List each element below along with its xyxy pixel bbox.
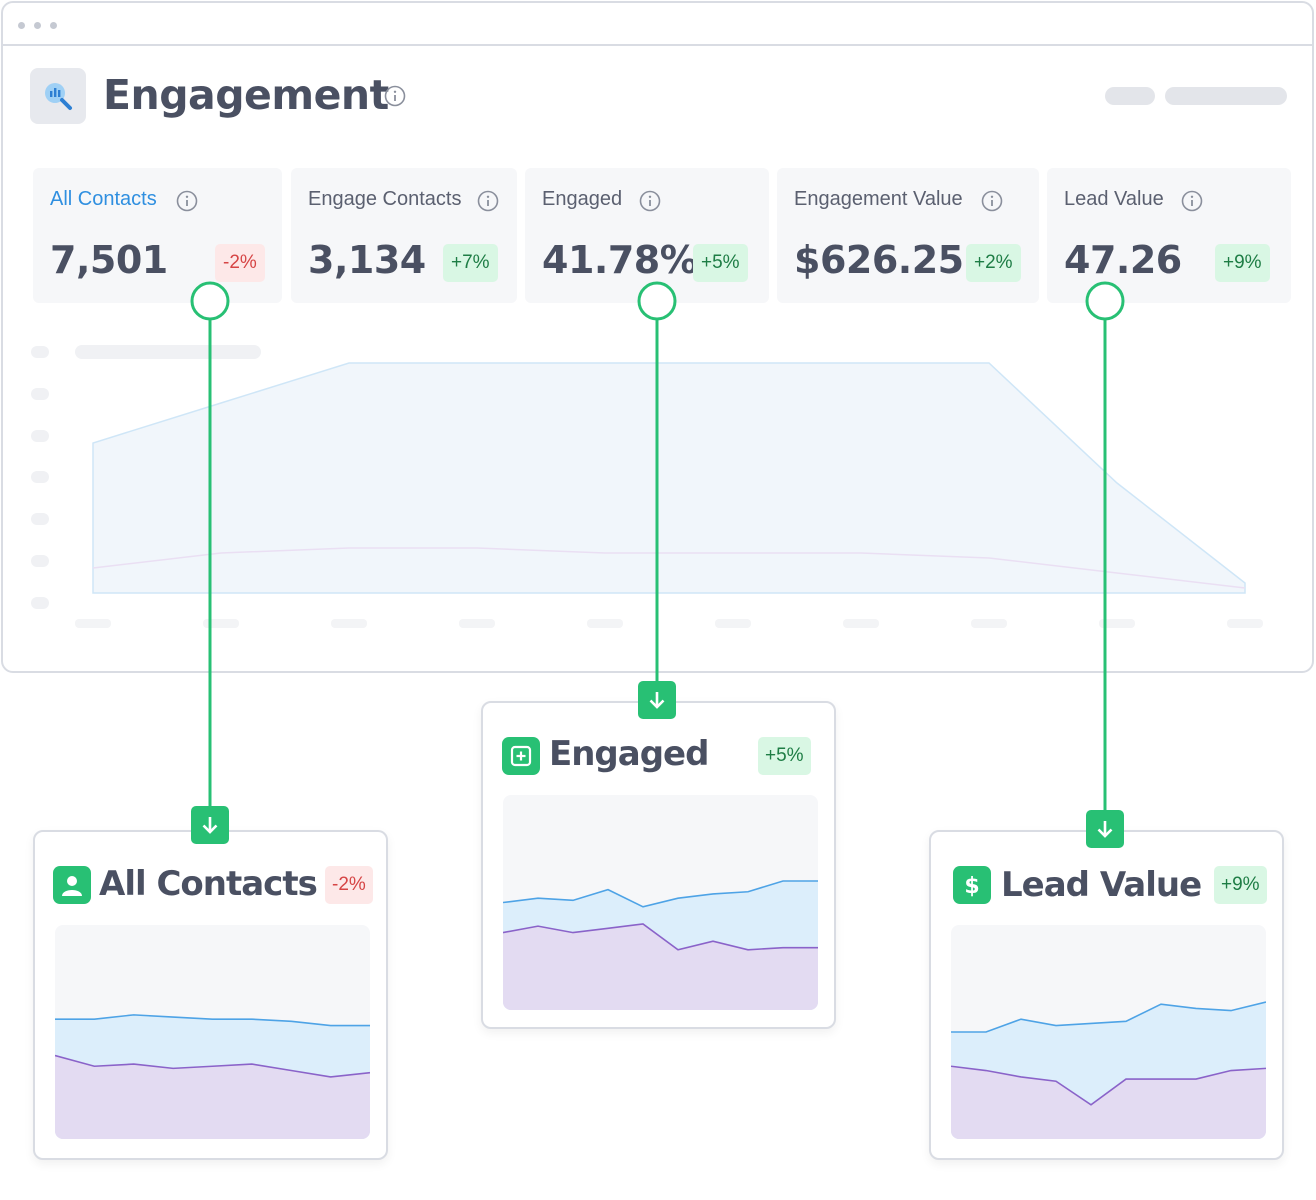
change-badge: -2% <box>215 244 265 282</box>
dollar-icon: $ <box>953 866 991 904</box>
series-line-blue <box>503 880 818 908</box>
window-dot-icon[interactable] <box>34 22 41 29</box>
change-badge: +9% <box>1214 866 1267 904</box>
axis-tick-placeholder <box>843 619 879 628</box>
axis-tick-placeholder <box>75 619 111 628</box>
change-badge: -2% <box>325 866 373 904</box>
series-line-blue <box>951 1001 1266 1033</box>
axis-tick-placeholder <box>459 619 495 628</box>
window-dot-icon[interactable] <box>18 22 25 29</box>
series-line-purple <box>55 1054 370 1078</box>
axis-tick-placeholder <box>31 471 49 483</box>
axis-tick-placeholder <box>31 555 49 567</box>
axis-tick-placeholder <box>31 346 49 358</box>
series-area-purple <box>951 1066 1266 1139</box>
info-icon[interactable] <box>477 190 499 217</box>
detail-title: Engaged <box>549 734 709 774</box>
detail-card-lead-value[interactable]: $ Lead Value +9% <box>929 830 1284 1160</box>
axis-tick-placeholder <box>31 513 49 525</box>
stat-value: $626.25 <box>794 238 964 282</box>
window-dot-icon[interactable] <box>50 22 57 29</box>
axis-tick-placeholder <box>31 388 49 400</box>
engagement-window: Engagement All Contacts 7,501 -2% Engage… <box>1 1 1314 673</box>
info-icon[interactable] <box>384 85 406 112</box>
mini-area-chart <box>55 925 370 1139</box>
change-badge: +7% <box>443 244 498 282</box>
analytics-search-icon <box>30 68 86 124</box>
stat-label: Engagement Value <box>794 188 963 210</box>
arrow-down-icon <box>1086 810 1124 848</box>
mini-area-chart <box>951 925 1266 1139</box>
page-title: Engagement <box>103 71 389 119</box>
arrow-down-icon <box>638 681 676 719</box>
axis-tick-placeholder <box>31 430 49 442</box>
axis-tick-placeholder <box>1227 619 1263 628</box>
series-line-blue <box>55 1014 370 1027</box>
stat-card-engagement-value[interactable]: Engagement Value $626.25 +2% <box>777 168 1039 303</box>
series-area-purple <box>55 1055 370 1139</box>
axis-tick-placeholder <box>203 619 239 628</box>
info-icon[interactable] <box>981 190 1003 217</box>
change-badge: +2% <box>966 244 1021 282</box>
axis-tick-placeholder <box>1099 619 1135 628</box>
chart-series-line <box>92 547 1246 589</box>
stat-card-all-contacts[interactable]: All Contacts 7,501 -2% <box>33 168 282 303</box>
stat-value: 47.26 <box>1064 238 1182 282</box>
axis-tick-placeholder <box>715 619 751 628</box>
axis-tick-placeholder <box>971 619 1007 628</box>
plus-square-icon <box>502 737 540 775</box>
chart-title-placeholder <box>75 345 261 359</box>
stat-value: 7,501 <box>50 238 168 282</box>
stat-card-lead-value[interactable]: Lead Value 47.26 +9% <box>1047 168 1291 303</box>
window-title-bar <box>3 3 1312 46</box>
stat-card-engage-contacts[interactable]: Engage Contacts 3,134 +7% <box>291 168 517 303</box>
stat-label: All Contacts <box>50 188 157 210</box>
series-line-purple <box>503 923 818 951</box>
header-placeholder-pill[interactable] <box>1165 87 1287 105</box>
stat-value: 41.78% <box>542 238 698 282</box>
arrow-down-icon <box>191 806 229 844</box>
info-icon[interactable] <box>176 190 198 217</box>
change-badge: +9% <box>1215 244 1270 282</box>
change-badge: +5% <box>693 244 748 282</box>
change-badge: +5% <box>758 737 811 775</box>
axis-tick-placeholder <box>331 619 367 628</box>
detail-title: Lead Value <box>1001 865 1202 905</box>
detail-card-all-contacts[interactable]: All Contacts -2% <box>33 830 388 1160</box>
stat-label: Engage Contacts <box>308 188 462 210</box>
user-icon <box>53 866 91 904</box>
engagement-area-chart <box>31 345 1263 628</box>
detail-title: All Contacts <box>99 864 318 904</box>
stat-label: Engaged <box>542 188 623 210</box>
mini-area-chart <box>503 795 818 1010</box>
stat-label: Lead Value <box>1064 188 1164 210</box>
series-line-purple <box>951 1065 1266 1106</box>
chart-series-area <box>92 362 1246 594</box>
detail-card-engaged[interactable]: Engaged +5% <box>481 701 836 1029</box>
axis-tick-placeholder <box>31 597 49 609</box>
stat-card-engaged[interactable]: Engaged 41.78% +5% <box>525 168 769 303</box>
header-placeholder-pill[interactable] <box>1105 87 1155 105</box>
stat-value: 3,134 <box>308 238 426 282</box>
info-icon[interactable] <box>1181 190 1203 217</box>
series-area-purple <box>503 924 818 1010</box>
axis-tick-placeholder <box>587 619 623 628</box>
svg-text:$: $ <box>964 874 979 897</box>
info-icon[interactable] <box>639 190 661 217</box>
